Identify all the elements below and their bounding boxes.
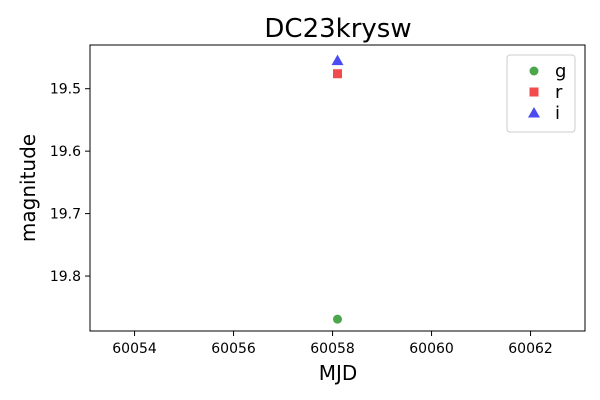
legend-marker-r [529,87,539,97]
legend-marker-i [528,107,540,118]
legend-label-g: g [555,61,566,82]
legend-marker-g [529,66,539,76]
legend-label-i: i [555,103,560,124]
legend-label-r: r [555,82,563,103]
legend: gri [506,54,576,133]
x-tick-label: 60062 [508,341,553,357]
plot-area [89,44,586,332]
y-tick-label: 19.8 [50,269,81,285]
y-axis-ticks: 19.5 19.6 19.7 19.8 [50,82,90,285]
x-axis-ticks: 60054 60056 60058 60060 60062 [112,331,553,357]
data-points [331,54,344,324]
y-axis-label: magnitude [16,134,40,242]
x-axis-label: MJD [319,361,358,385]
x-tick-label: 60058 [310,341,355,357]
y-tick-label: 19.5 [50,82,81,98]
y-tick-label: 19.6 [50,144,81,160]
y-tick-label: 19.7 [50,207,81,223]
x-tick-label: 60056 [211,341,256,357]
x-tick-label: 60054 [112,341,157,357]
legend-box [506,54,576,133]
data-point-i [331,54,344,66]
chart-title: DC23krysw [264,14,411,44]
data-point-g [333,314,342,324]
data-point-r [333,69,342,79]
x-tick-label: 60060 [409,341,454,357]
